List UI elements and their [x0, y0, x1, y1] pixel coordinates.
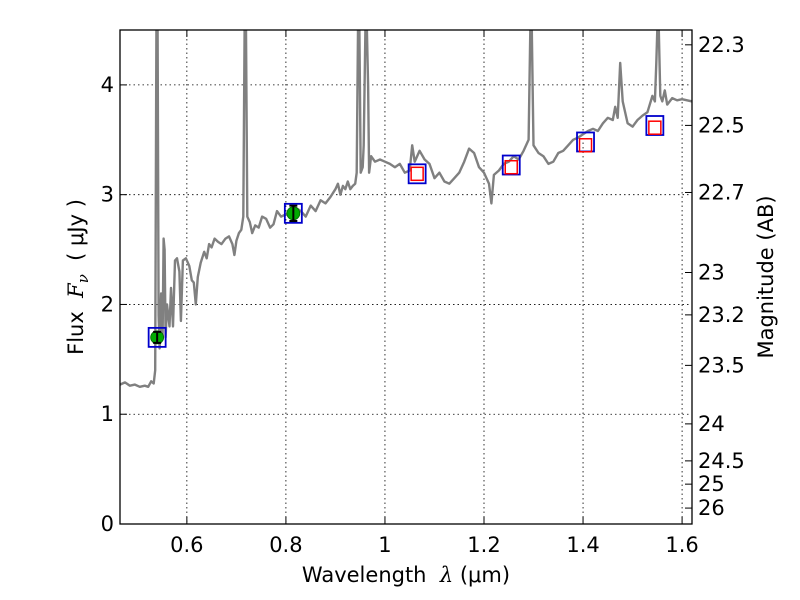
y-tick-label: 0: [101, 512, 114, 536]
x-tick-label: 1.6: [665, 533, 698, 557]
plot-background: [120, 30, 692, 524]
spectrum-line: [120, 30, 692, 388]
plot-frame: [119, 29, 693, 525]
observed-point: [504, 159, 518, 175]
model-point: [501, 154, 521, 176]
magnitude-tick-label: 24.5: [698, 449, 745, 473]
x-axis-label: Wavelength λ (μm): [302, 563, 510, 587]
x-tick-label: 0.6: [170, 533, 203, 557]
observed-point: [648, 120, 662, 135]
grid-lines: [120, 30, 692, 524]
y-tick-label: 1: [101, 402, 114, 426]
points-layer: [147, 115, 665, 348]
magnitude-tick-label: 22.3: [698, 33, 745, 57]
magnitude-tick-label: 23.5: [698, 353, 745, 377]
y-tick-label: 2: [101, 292, 114, 316]
magnitude-tick-label: 22.7: [698, 180, 745, 204]
magnitude-tick-label: 25: [698, 472, 725, 496]
model-point: [645, 115, 665, 136]
observed-point: [578, 138, 593, 153]
x-tick-label: 1.2: [467, 533, 500, 557]
magnitude-tick-label: 23: [698, 260, 725, 284]
y-axis-label: Flux Fν ( μJy ): [64, 199, 92, 355]
y-tick-label: 4: [101, 73, 114, 97]
x-axis-ticks: 0.6 0.8 1 1.2 1.4 1.6: [170, 30, 699, 557]
model-point: [147, 326, 167, 348]
model-point: [283, 202, 303, 224]
observed-point: [410, 166, 424, 182]
magnitude-tick-label: 22.5: [698, 113, 745, 137]
x-tick-label: 1: [378, 533, 391, 557]
spectrum-layer: [120, 30, 692, 388]
magnitude-tick-label: 24: [698, 412, 725, 436]
magnitude-tick-label: 23.2: [698, 303, 745, 327]
magnitude-axis-label: Magnitude (AB): [754, 195, 778, 358]
magnitude-tick-label: 26: [698, 496, 725, 520]
x-tick-label: 0.8: [269, 533, 302, 557]
x-tick-label: 1.4: [566, 533, 599, 557]
y-axis-ticks: 0 1 2 3 4: [101, 73, 127, 536]
y-tick-label: 3: [101, 183, 114, 207]
model-point: [407, 163, 427, 185]
